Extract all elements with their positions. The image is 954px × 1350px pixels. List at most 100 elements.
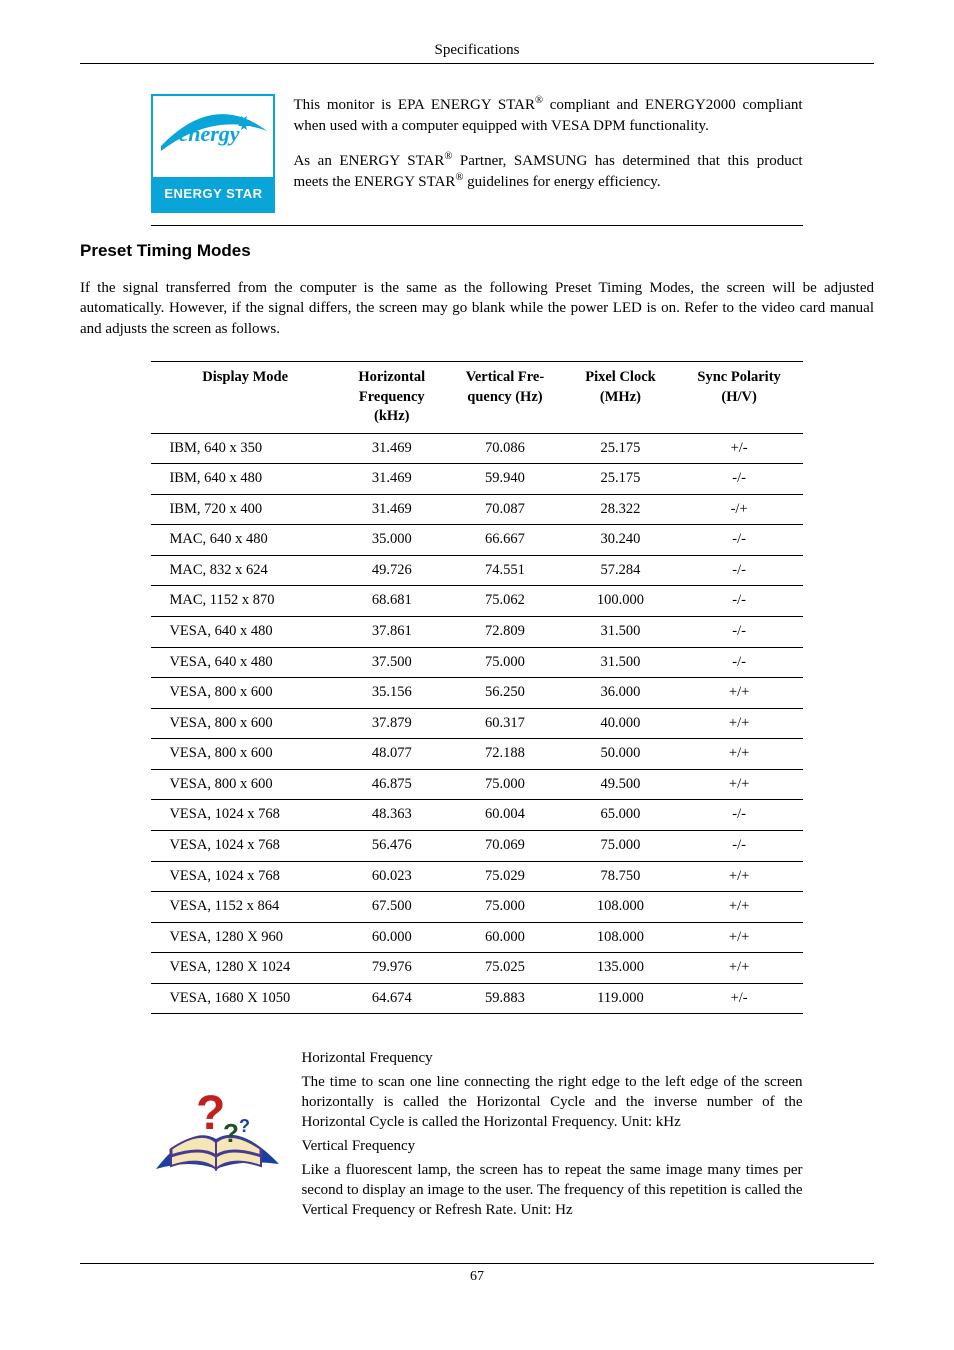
table-row: MAC, 832 x 62449.72674.55157.284-/-	[151, 555, 802, 586]
table-cell: VESA, 800 x 600	[151, 769, 338, 800]
table-row: MAC, 640 x 48035.00066.66730.240-/-	[151, 525, 802, 556]
table-cell: 75.025	[445, 953, 566, 984]
table-cell: VESA, 1024 x 768	[151, 861, 338, 892]
table-cell: 50.000	[565, 739, 675, 770]
table-cell: 79.976	[339, 953, 445, 984]
table-cell: 48.363	[339, 800, 445, 831]
table-cell: 119.000	[565, 983, 675, 1014]
table-cell: -/-	[676, 555, 803, 586]
energy-para-2: As an ENERGY STAR® Partner, SAMSUNG has …	[293, 150, 802, 193]
table-cell: 100.000	[565, 586, 675, 617]
col-display-mode: Display Mode	[151, 361, 338, 433]
table-cell: VESA, 1680 X 1050	[151, 983, 338, 1014]
table-row: MAC, 1152 x 87068.68175.062100.000-/-	[151, 586, 802, 617]
table-cell: -/-	[676, 586, 803, 617]
table-cell: 60.317	[445, 708, 566, 739]
table-cell: 31.500	[565, 617, 675, 648]
table-cell: 46.875	[339, 769, 445, 800]
table-cell: -/+	[676, 494, 803, 525]
table-cell: 56.476	[339, 830, 445, 861]
table-cell: VESA, 800 x 600	[151, 708, 338, 739]
svg-text:energy: energy	[179, 121, 240, 146]
table-cell: VESA, 1280 X 1024	[151, 953, 338, 984]
energy-star-logo: energy ENERGY STAR	[151, 94, 275, 213]
table-cell: 65.000	[565, 800, 675, 831]
table-cell: 75.000	[445, 769, 566, 800]
table-cell: VESA, 640 x 480	[151, 617, 338, 648]
v-freq-text: Like a fluorescent lamp, the screen has …	[301, 1160, 802, 1221]
table-header-row: Display Mode HorizontalFrequency(kHz) Ve…	[151, 361, 802, 433]
table-cell: +/+	[676, 861, 803, 892]
table-row: VESA, 1152 x 86467.50075.000108.000+/+	[151, 892, 802, 923]
page-number: 67	[80, 1263, 874, 1287]
table-cell: 75.000	[565, 830, 675, 861]
table-row: IBM, 640 x 35031.46970.08625.175+/-	[151, 433, 802, 464]
table-cell: 70.086	[445, 433, 566, 464]
table-cell: VESA, 800 x 600	[151, 739, 338, 770]
col-sync: Sync Polarity(H/V)	[676, 361, 803, 433]
table-cell: 35.000	[339, 525, 445, 556]
table-cell: -/-	[676, 464, 803, 495]
book-qmark-icon: ? ? ?	[151, 1044, 281, 1190]
table-cell: 75.000	[445, 647, 566, 678]
table-cell: 60.000	[445, 922, 566, 953]
table-cell: 78.750	[565, 861, 675, 892]
table-cell: VESA, 800 x 600	[151, 678, 338, 709]
table-cell: MAC, 640 x 480	[151, 525, 338, 556]
energy-star-label: ENERGY STAR	[153, 177, 273, 212]
table-row: VESA, 1680 X 105064.67459.883119.000+/-	[151, 983, 802, 1014]
table-cell: VESA, 1024 x 768	[151, 830, 338, 861]
table-cell: 60.004	[445, 800, 566, 831]
table-row: IBM, 720 x 40031.46970.08728.322-/+	[151, 494, 802, 525]
table-row: VESA, 800 x 60035.15656.25036.000+/+	[151, 678, 802, 709]
table-cell: 66.667	[445, 525, 566, 556]
table-cell: 56.250	[445, 678, 566, 709]
intro-paragraph: If the signal transferred from the compu…	[80, 278, 874, 339]
energy-star-section: energy ENERGY STAR This monitor is EPA E…	[151, 94, 802, 226]
table-cell: VESA, 1024 x 768	[151, 800, 338, 831]
table-cell: -/-	[676, 830, 803, 861]
table-cell: -/-	[676, 617, 803, 648]
table-cell: IBM, 640 x 350	[151, 433, 338, 464]
table-cell: 60.023	[339, 861, 445, 892]
table-cell: 75.062	[445, 586, 566, 617]
table-row: VESA, 1024 x 76860.02375.02978.750+/+	[151, 861, 802, 892]
table-cell: 75.000	[445, 892, 566, 923]
table-cell: 30.240	[565, 525, 675, 556]
table-cell: 68.681	[339, 586, 445, 617]
table-cell: 48.077	[339, 739, 445, 770]
table-cell: 60.000	[339, 922, 445, 953]
table-cell: -/-	[676, 525, 803, 556]
table-cell: 35.156	[339, 678, 445, 709]
table-cell: MAC, 832 x 624	[151, 555, 338, 586]
frequency-text: Horizontal Frequency The time to scan on…	[301, 1044, 802, 1223]
table-cell: +/+	[676, 892, 803, 923]
table-row: VESA, 640 x 48037.86172.80931.500-/-	[151, 617, 802, 648]
table-cell: 37.500	[339, 647, 445, 678]
table-cell: 57.284	[565, 555, 675, 586]
table-cell: 31.469	[339, 494, 445, 525]
table-cell: 31.469	[339, 433, 445, 464]
table-cell: 25.175	[565, 464, 675, 495]
table-cell: 40.000	[565, 708, 675, 739]
table-row: VESA, 640 x 48037.50075.00031.500-/-	[151, 647, 802, 678]
table-cell: 72.188	[445, 739, 566, 770]
table-cell: -/-	[676, 647, 803, 678]
energy-star-text: This monitor is EPA ENERGY STAR® complia…	[293, 94, 802, 192]
svg-text:?: ?	[239, 1116, 250, 1136]
table-cell: 64.674	[339, 983, 445, 1014]
table-cell: +/+	[676, 769, 803, 800]
table-cell: 25.175	[565, 433, 675, 464]
v-freq-label: Vertical Frequency	[301, 1136, 802, 1156]
table-cell: VESA, 1280 X 960	[151, 922, 338, 953]
svg-text:?: ?	[223, 1118, 239, 1148]
table-cell: +/+	[676, 678, 803, 709]
svg-text:?: ?	[196, 1087, 225, 1140]
table-cell: 135.000	[565, 953, 675, 984]
table-cell: +/+	[676, 953, 803, 984]
h-freq-label: Horizontal Frequency	[301, 1048, 802, 1068]
table-cell: 31.469	[339, 464, 445, 495]
col-h-freq: HorizontalFrequency(kHz)	[339, 361, 445, 433]
table-row: VESA, 1280 X 102479.97675.025135.000+/+	[151, 953, 802, 984]
table-cell: 49.500	[565, 769, 675, 800]
